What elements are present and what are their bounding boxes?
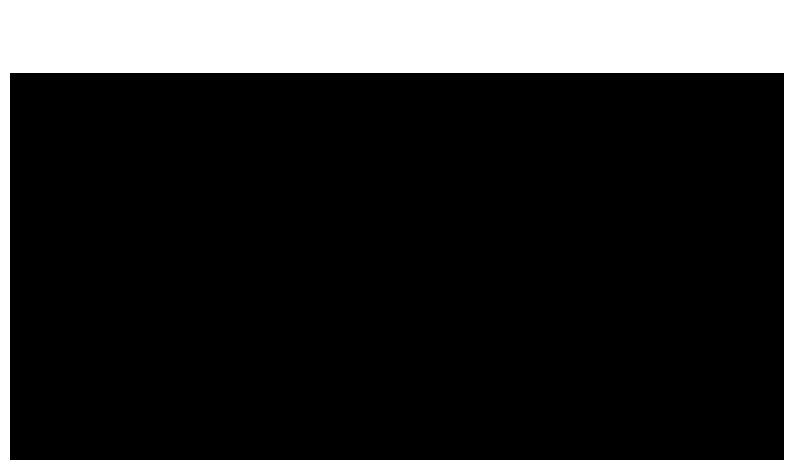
word-cloud-panel <box>10 73 784 460</box>
word-cloud <box>10 73 784 460</box>
